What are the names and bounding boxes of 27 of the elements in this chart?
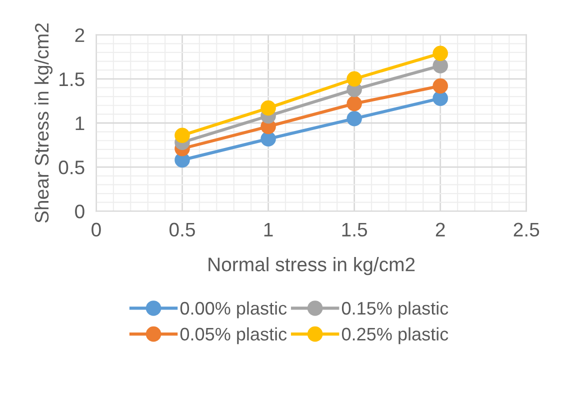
x-tick-label: 2.5 <box>514 222 540 237</box>
point <box>346 71 362 87</box>
point <box>432 46 448 61</box>
point <box>432 58 448 74</box>
y-tick-label: 0.5 <box>58 160 84 174</box>
x-tick-label: 2 <box>436 222 445 236</box>
x-tick-label: 0 <box>92 222 101 237</box>
x-tick-label: 1.5 <box>342 222 368 237</box>
point <box>346 110 362 126</box>
point <box>174 128 190 143</box>
y-tick-label: 0 <box>75 204 84 218</box>
y-tick-label: 2 <box>75 28 84 42</box>
legend-label: 0.05% plastic <box>180 327 287 344</box>
y-tick-label: 1 <box>76 116 84 130</box>
legend-label: 0.15% plastic <box>342 301 448 318</box>
point <box>432 90 448 106</box>
legend-label: 0.00% plastic <box>180 301 287 318</box>
point <box>432 78 448 94</box>
y-tick-label: 1.5 <box>60 72 84 86</box>
legend-label: 0.25% plastic <box>342 327 448 344</box>
x-axis-title: Normal stress in kg/cm2 <box>208 257 415 276</box>
point <box>346 96 362 112</box>
x-tick-label: 1 <box>264 222 273 236</box>
point <box>260 131 276 147</box>
y-axis-title: Shear Stress in kg/cm2 <box>34 23 53 223</box>
x-tick-label: 0.5 <box>170 222 195 237</box>
point <box>260 100 276 116</box>
